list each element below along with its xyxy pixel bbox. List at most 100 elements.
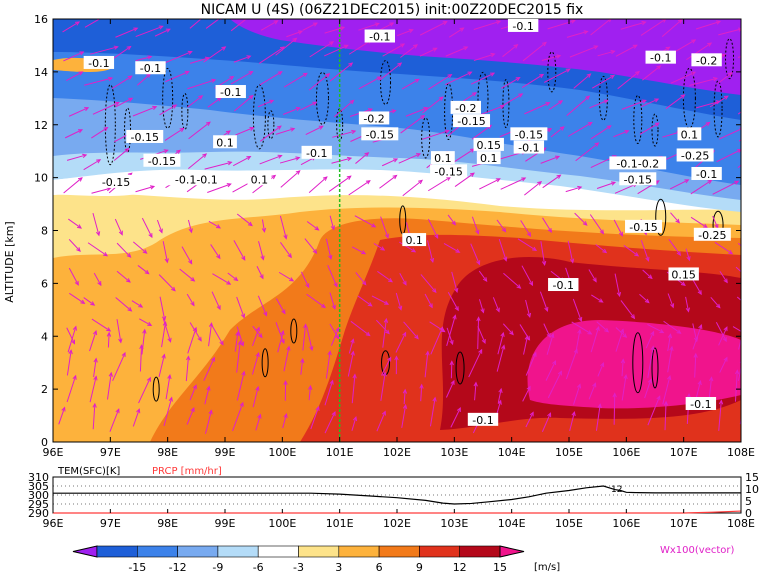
contour-label: -0.1-0.2 (616, 157, 659, 170)
wind-vector-head (532, 351, 537, 357)
wind-vector-head (381, 410, 386, 416)
contour-cell (181, 93, 189, 131)
wind-vector (419, 21, 447, 36)
wind-vector-head (740, 401, 741, 402)
wind-vector (358, 76, 381, 90)
wind-vector-head (312, 249, 318, 254)
wind-vector-head (126, 45, 132, 51)
wind-vector-head (667, 374, 672, 381)
wind-vector-head (240, 313, 246, 319)
wind-vector (614, 183, 637, 194)
wind-vector (395, 292, 402, 310)
wind-vector (642, 269, 653, 279)
wind-vector (66, 350, 72, 376)
wind-vector-head (398, 305, 403, 311)
wind-vector-head (734, 369, 740, 375)
wind-vector-head (432, 47, 438, 52)
contour-label-box (364, 29, 395, 43)
wind-vector-head (161, 315, 167, 322)
contour-label-box (361, 127, 399, 141)
wind-vector-head (106, 331, 112, 337)
wind-vector-head (226, 183, 232, 188)
wind-vector-head (167, 337, 172, 343)
wind-vector-head (656, 65, 662, 70)
wind-vector-head (587, 330, 593, 335)
wind-vector-head (335, 326, 340, 333)
wind-vector (591, 74, 615, 89)
wind-vector-head (315, 405, 320, 411)
x-tick-label: 103E (440, 446, 468, 459)
wind-vector-head (431, 288, 437, 294)
wind-vector (280, 241, 292, 258)
colorbar-arrow-low (72, 545, 98, 558)
contour-label: 0.1 (681, 128, 699, 141)
wind-vector (591, 294, 603, 303)
wind-vector (473, 53, 495, 62)
wind-vector (451, 271, 458, 293)
wind-vector-head (248, 71, 254, 76)
wind-vector (257, 295, 267, 316)
wind-vector-head (263, 311, 268, 317)
wind-vector (210, 323, 224, 345)
wind-vector-head (281, 309, 286, 315)
wind-vector-head (718, 399, 724, 405)
wind-vector (443, 243, 460, 253)
wind-vector-head (603, 99, 609, 104)
wind-vector (210, 244, 221, 259)
wind-vector-head (557, 370, 562, 376)
wind-vector (138, 377, 151, 404)
wind-vector (565, 186, 582, 193)
wind-vector-head (241, 255, 246, 261)
wind-vector-head (246, 55, 252, 60)
wind-vector-head (78, 71, 84, 76)
wind-vector-head (576, 383, 582, 389)
wind-vector (640, 19, 667, 36)
wind-vector-head (619, 328, 625, 334)
wind-vector (492, 297, 500, 312)
prcp-series-label: PRCP [mm/hr] (152, 466, 222, 477)
wind-vector (212, 273, 231, 285)
wind-vector-head (273, 20, 279, 25)
contour-cell (713, 80, 723, 138)
wind-vector (154, 28, 171, 37)
wind-vector-head (478, 348, 483, 354)
wind-vector-head (305, 283, 310, 289)
wind-vector-head (556, 174, 562, 179)
contour-label-box (510, 127, 548, 141)
surface-x-tick-label: 100E (268, 517, 296, 530)
wind-vector-head (271, 174, 277, 180)
wind-vector (68, 107, 89, 117)
wind-vector (282, 414, 287, 429)
wind-vector-head (665, 46, 671, 51)
wind-vector-head (352, 415, 358, 422)
wind-vector-head (499, 104, 505, 110)
wind-vector-head (348, 62, 354, 67)
wind-vector (158, 274, 176, 292)
wind-vector-head (444, 129, 450, 134)
wind-vector (590, 19, 612, 36)
wind-vector (589, 99, 608, 109)
wind-vector-head (685, 307, 691, 313)
wind-vector-head (290, 127, 296, 132)
wind-vector (234, 332, 239, 352)
wind-vector (236, 371, 245, 401)
x-tick-label: 108E (727, 446, 755, 459)
wind-vector-head (587, 121, 593, 127)
wind-vector (497, 388, 502, 403)
wind-vector-head (72, 374, 77, 380)
wind-vector (328, 175, 352, 192)
wind-vector (647, 346, 654, 378)
wind-vector-head (216, 254, 221, 260)
wind-vector (670, 212, 680, 224)
wind-vector (543, 323, 551, 338)
wind-vector-head (346, 175, 352, 180)
wind-vector-head (680, 94, 686, 99)
contour-labels: -0.1 -0.1-0.1-0.15 0.1-0.15-0.15 -0.1-0.1 0.… (83, 18, 731, 427)
wind-vector (185, 356, 189, 382)
wind-vector-head (158, 228, 163, 234)
wind-vector-head (449, 360, 454, 366)
wind-vector (179, 268, 195, 282)
wind-vector-head (389, 22, 395, 27)
contour-label-box (215, 85, 246, 99)
wind-vector-head (496, 20, 502, 25)
